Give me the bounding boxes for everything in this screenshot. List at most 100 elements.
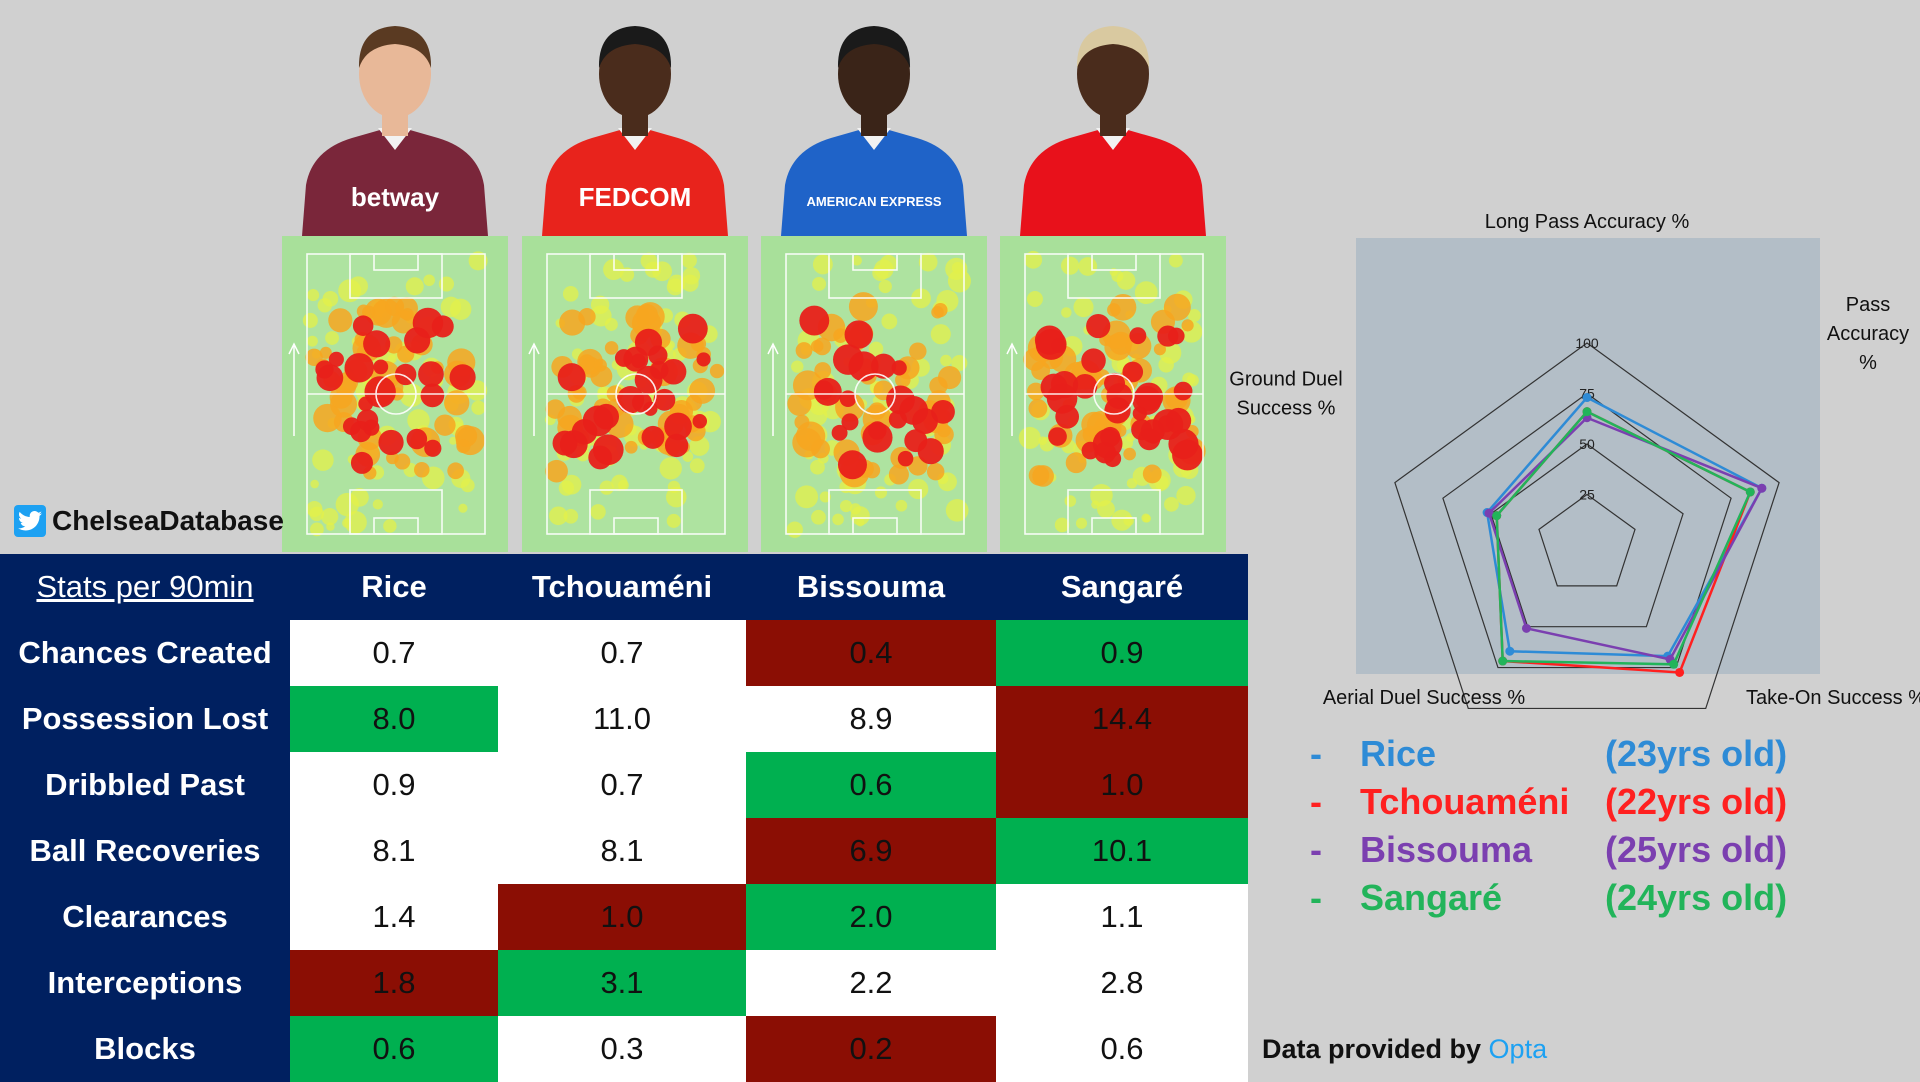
series-point xyxy=(1675,667,1685,677)
table-cell: 1.1 xyxy=(996,884,1248,950)
row-label: Possession Lost xyxy=(0,686,290,752)
table-header-row: Stats per 90min Rice Tchouaméni Bissouma… xyxy=(0,554,1248,620)
plot-area xyxy=(1356,238,1820,674)
table-cell: 2.8 xyxy=(996,950,1248,1016)
legend-entry: - Rice (23yrs old) xyxy=(1310,730,1910,778)
tick-label: 50 xyxy=(1579,436,1595,452)
radar-chart: 255075100Long Pass Accuracy %PassAccurac… xyxy=(1220,200,1920,720)
series-point xyxy=(1505,646,1515,656)
row-label: Interceptions xyxy=(0,950,290,1016)
table-cell: 3.1 xyxy=(498,950,746,1016)
axis-label: Ground Duel xyxy=(1229,369,1342,391)
table-cell: 0.6 xyxy=(746,752,996,818)
legend-dash: - xyxy=(1310,829,1322,870)
data-source: Data provided by Opta xyxy=(1262,1034,1547,1065)
legend-name: Bissouma xyxy=(1360,829,1533,870)
table-cell: 0.6 xyxy=(996,1016,1248,1082)
table-row: Clearances 1.4 1.0 2.0 1.1 xyxy=(0,884,1248,950)
series-point xyxy=(1669,659,1679,669)
face xyxy=(838,30,910,118)
sponsor-text: betway xyxy=(351,182,440,212)
heatmap xyxy=(282,236,508,552)
hair xyxy=(358,26,432,68)
twitter-handle[interactable]: ChelseaDatabase xyxy=(14,503,284,539)
heatmap xyxy=(1000,236,1226,552)
table-cell: 1.0 xyxy=(498,884,746,950)
table-cell: 8.0 xyxy=(290,686,498,752)
grid-ring xyxy=(1538,493,1636,587)
player-panel-bissouma: AMERICAN EXPRESS xyxy=(761,0,987,560)
grid-ring xyxy=(1394,342,1780,710)
axis-label: Long Pass Accuracy % xyxy=(1485,211,1690,233)
legend-name: Sangaré xyxy=(1360,877,1503,918)
table-cell: 0.7 xyxy=(290,620,498,686)
axis-label: Take-On Success % xyxy=(1746,687,1920,709)
row-label: Clearances xyxy=(0,884,290,950)
heatmap xyxy=(522,236,748,552)
table-cell: 8.1 xyxy=(290,818,498,884)
legend-dash: - xyxy=(1310,877,1322,918)
table-row: Dribbled Past 0.9 0.7 0.6 1.0 xyxy=(0,752,1248,818)
legend-dash: - xyxy=(1310,781,1322,822)
twitter-handle-label: ChelseaDatabase xyxy=(52,505,284,536)
hair xyxy=(598,26,672,68)
tick-label: 25 xyxy=(1579,487,1595,503)
row-label: Blocks xyxy=(0,1016,290,1082)
face xyxy=(599,30,671,118)
legend-name: Tchouaméni xyxy=(1360,781,1570,822)
player-panel-sangare xyxy=(1000,0,1226,560)
series-point xyxy=(1498,656,1508,666)
column-header: Bissouma xyxy=(746,554,996,620)
series-point xyxy=(1521,623,1531,633)
source-prefix: Data provided by xyxy=(1262,1034,1489,1064)
series-line-bissouma xyxy=(1487,416,1764,661)
series-line-sangaré xyxy=(1495,410,1752,666)
sponsor-text: AMERICAN EXPRESS xyxy=(806,194,941,209)
series-point xyxy=(1492,511,1502,521)
source-name[interactable]: Opta xyxy=(1488,1034,1548,1064)
table-cell: 2.2 xyxy=(746,950,996,1016)
chart-legend: - Rice (23yrs old) - Tchouaméni (22yrs old) - B… xyxy=(1310,730,1910,922)
legend-age: (22yrs old) xyxy=(1605,781,1788,822)
table-cell: 11.0 xyxy=(498,686,746,752)
table-cell: 0.7 xyxy=(498,752,746,818)
table-row: Possession Lost 8.0 11.0 8.9 14.4 xyxy=(0,686,1248,752)
shirt xyxy=(302,130,488,236)
axis-label: Aerial Duel Success % xyxy=(1323,687,1526,709)
table-row: Blocks 0.6 0.3 0.2 0.6 xyxy=(0,1016,1248,1082)
series-point xyxy=(1757,483,1767,493)
table-header-label: Stats per 90min xyxy=(0,554,290,620)
legend-dash: - xyxy=(1310,733,1322,774)
axis-label: Accuracy xyxy=(1827,323,1909,345)
axis-label: Success % xyxy=(1237,398,1336,420)
player-panel-tchouameni: FEDCOM xyxy=(522,0,748,560)
face xyxy=(359,30,431,118)
legend-entry: - Sangaré (24yrs old) xyxy=(1310,874,1910,922)
table-cell: 0.2 xyxy=(746,1016,996,1082)
row-label: Ball Recoveries xyxy=(0,818,290,884)
hair xyxy=(837,26,911,68)
legend-name: Rice xyxy=(1360,733,1437,774)
series-point xyxy=(1745,487,1755,497)
table-cell: 0.9 xyxy=(996,620,1248,686)
table-cell: 1.4 xyxy=(290,884,498,950)
player-panel-rice: betway xyxy=(282,0,508,560)
table-cell: 0.3 xyxy=(498,1016,746,1082)
sponsor-text: FEDCOM xyxy=(579,182,692,212)
column-header: Tchouaméni xyxy=(498,554,746,620)
table-row: Interceptions 1.8 3.1 2.2 2.8 xyxy=(0,950,1248,1016)
shirt xyxy=(1020,130,1206,236)
table-cell: 1.0 xyxy=(996,752,1248,818)
stats-table: Stats per 90min Rice Tchouaméni Bissouma… xyxy=(0,554,1248,1082)
row-label: Chances Created xyxy=(0,620,290,686)
player-photo: betway xyxy=(292,10,498,236)
series-line-rice xyxy=(1485,395,1764,658)
column-header: Rice xyxy=(290,554,498,620)
row-label: Dribbled Past xyxy=(0,752,290,818)
series-point xyxy=(1582,407,1592,417)
player-photo xyxy=(1010,10,1216,236)
table-cell: 8.1 xyxy=(498,818,746,884)
hair xyxy=(1076,26,1150,68)
axis-label: Pass xyxy=(1846,294,1890,316)
column-header: Sangaré xyxy=(996,554,1248,620)
